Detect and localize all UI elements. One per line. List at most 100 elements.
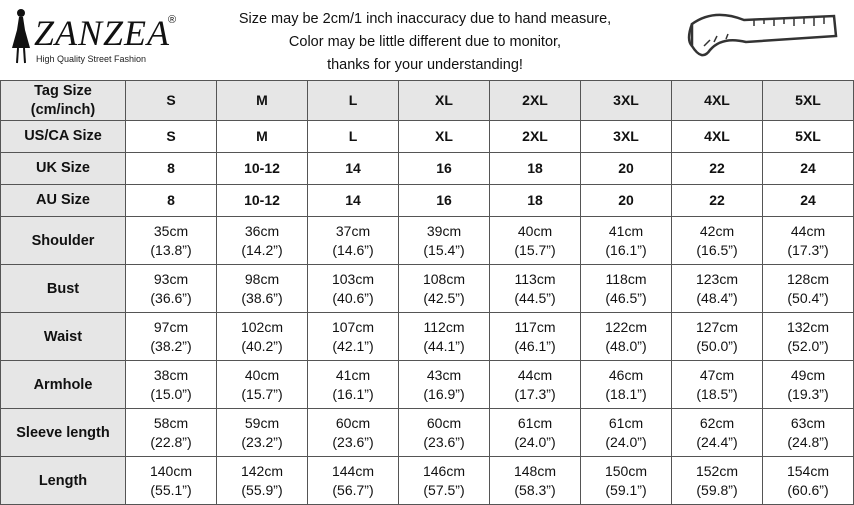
inch-value: (24.8”): [787, 433, 829, 450]
cm-value: 112cm: [423, 318, 465, 335]
inch-value: (19.3”): [787, 385, 829, 402]
row-label: UK Size: [0, 152, 126, 185]
size-cell: L: [307, 80, 399, 121]
cm-value: 108cm: [422, 270, 466, 287]
cm-value: 152cm: [695, 462, 739, 479]
measure-cell: 118cm (46.5”): [580, 264, 672, 313]
size-cell: 16: [398, 152, 490, 185]
measure-cell: 63cm (24.8”): [762, 408, 854, 457]
size-cell: 24: [762, 184, 854, 217]
inch-value: (22.8”): [150, 433, 192, 450]
label-line: Tag Size: [34, 82, 92, 99]
cm-value: 40cm: [517, 222, 553, 239]
measure-cell: 127cm (50.0”): [671, 312, 763, 361]
cm-value: 42cm: [699, 222, 735, 239]
inch-value: (55.9”): [241, 481, 283, 498]
measure-cell: 150cm (59.1”): [580, 456, 672, 505]
size-cell: 4XL: [671, 80, 763, 121]
measure-cell: 60cm (23.6”): [398, 408, 490, 457]
size-row: US/CA Size S M L XL 2XL 3XL 4XL 5XL: [0, 120, 854, 153]
measure-cell: 107cm (42.1”): [307, 312, 399, 361]
measure-cell: 47cm (18.5”): [671, 360, 763, 409]
cm-value: 117cm: [514, 318, 556, 335]
inch-value: (50.4”): [787, 289, 829, 306]
measure-cell: 128cm (50.4”): [762, 264, 854, 313]
cm-value: 44cm: [517, 366, 553, 383]
row-label: Bust: [0, 264, 126, 313]
note: thanks for your understanding!: [327, 57, 523, 73]
inch-value: (60.6”): [787, 481, 829, 498]
inch-value: (59.1”): [605, 481, 647, 498]
size-cell: 14: [307, 152, 399, 185]
cell-text: 22: [709, 192, 725, 208]
inch-value: (18.1”): [605, 385, 647, 402]
cm-value: 61cm: [517, 414, 553, 431]
inch-value: (14.6”): [332, 241, 374, 258]
measure-cell: 35cm (13.8”): [125, 216, 217, 265]
cell-text: 14: [345, 160, 361, 176]
cell-text: M: [256, 92, 268, 108]
cell-text: 2XL: [522, 92, 548, 108]
size-cell: M: [216, 120, 308, 153]
inch-value: (59.8”): [696, 481, 738, 498]
measure-cell: 44cm (17.3”): [489, 360, 581, 409]
measure-cell: 38cm (15.0”): [125, 360, 217, 409]
measure-cell: 43cm (16.9”): [398, 360, 490, 409]
cm-value: 118cm: [605, 270, 647, 287]
cm-value: 38cm: [153, 366, 189, 383]
cell-text: 20: [618, 160, 634, 176]
header: ZANZEA ® High Quality Street Fashion Siz…: [0, 0, 854, 80]
measure-cell: 98cm (38.6”): [216, 264, 308, 313]
cell-text: S: [166, 92, 176, 108]
measure-cell: 62cm (24.4”): [671, 408, 763, 457]
measure-cell: 140cm (55.1”): [125, 456, 217, 505]
inch-value: (14.2”): [241, 241, 283, 258]
tape-measure-icon: [687, 13, 838, 57]
row-label: US/CA Size: [0, 120, 126, 153]
size-cell: 5XL: [762, 120, 854, 153]
cm-value: 63cm: [790, 414, 826, 431]
inch-value: (17.3”): [514, 385, 556, 402]
size-table: Tag Size (cm/inch) S M L XL 2XL 3XL 4XL 5XL US/CA …: [0, 80, 854, 505]
inch-value: (24.0”): [605, 433, 647, 450]
cell-text: 16: [436, 160, 452, 176]
measure-cell: 61cm (24.0”): [580, 408, 672, 457]
brand: ZANZEA: [34, 13, 171, 53]
measure-cell: 46cm (18.1”): [580, 360, 672, 409]
size-cell: XL: [398, 80, 490, 121]
size-cell: S: [125, 120, 217, 153]
inch-value: (52.0”): [787, 337, 829, 354]
cell-text: 16: [436, 192, 452, 208]
inch-value: (16.1”): [605, 241, 647, 258]
inch-value: (16.1”): [332, 385, 374, 402]
measure-cell: 112cm (44.1”): [398, 312, 490, 361]
inch-value: (23.6”): [423, 433, 465, 450]
inch-value: (13.8”): [150, 241, 192, 258]
cm-value: 37cm: [335, 222, 371, 239]
measure-cell: 60cm (23.6”): [307, 408, 399, 457]
measure-cell: 44cm (17.3”): [762, 216, 854, 265]
measure-cell: 37cm (14.6”): [307, 216, 399, 265]
logo: ZANZEA ® High Quality Street Fashion: [8, 6, 178, 66]
cm-value: 98cm: [244, 270, 280, 287]
inch-value: (55.1”): [150, 481, 192, 498]
inch-value: (48.0”): [605, 337, 647, 354]
size-cell: 2XL: [489, 120, 581, 153]
inch-value: (44.1”): [423, 337, 465, 354]
measure-cell: 49cm (19.3”): [762, 360, 854, 409]
cm-value: 62cm: [699, 414, 735, 431]
cell-text: 10-12: [244, 192, 280, 208]
cell-text: 8: [167, 160, 175, 176]
cell-text: 5XL: [795, 92, 821, 108]
cell-text: L: [348, 128, 358, 144]
cm-value: 107cm: [331, 318, 375, 335]
measure-cell: 132cm (52.0”): [762, 312, 854, 361]
measure-cell: 41cm (16.1”): [307, 360, 399, 409]
measure-cell: 58cm (22.8”): [125, 408, 217, 457]
inch-value: (15.4”): [423, 241, 465, 258]
cell-text: 5XL: [795, 128, 821, 144]
inch-value: (15.7”): [514, 241, 556, 258]
cm-value: 128cm: [786, 270, 830, 287]
size-cell: 3XL: [580, 120, 672, 153]
cm-value: 127cm: [695, 318, 739, 335]
